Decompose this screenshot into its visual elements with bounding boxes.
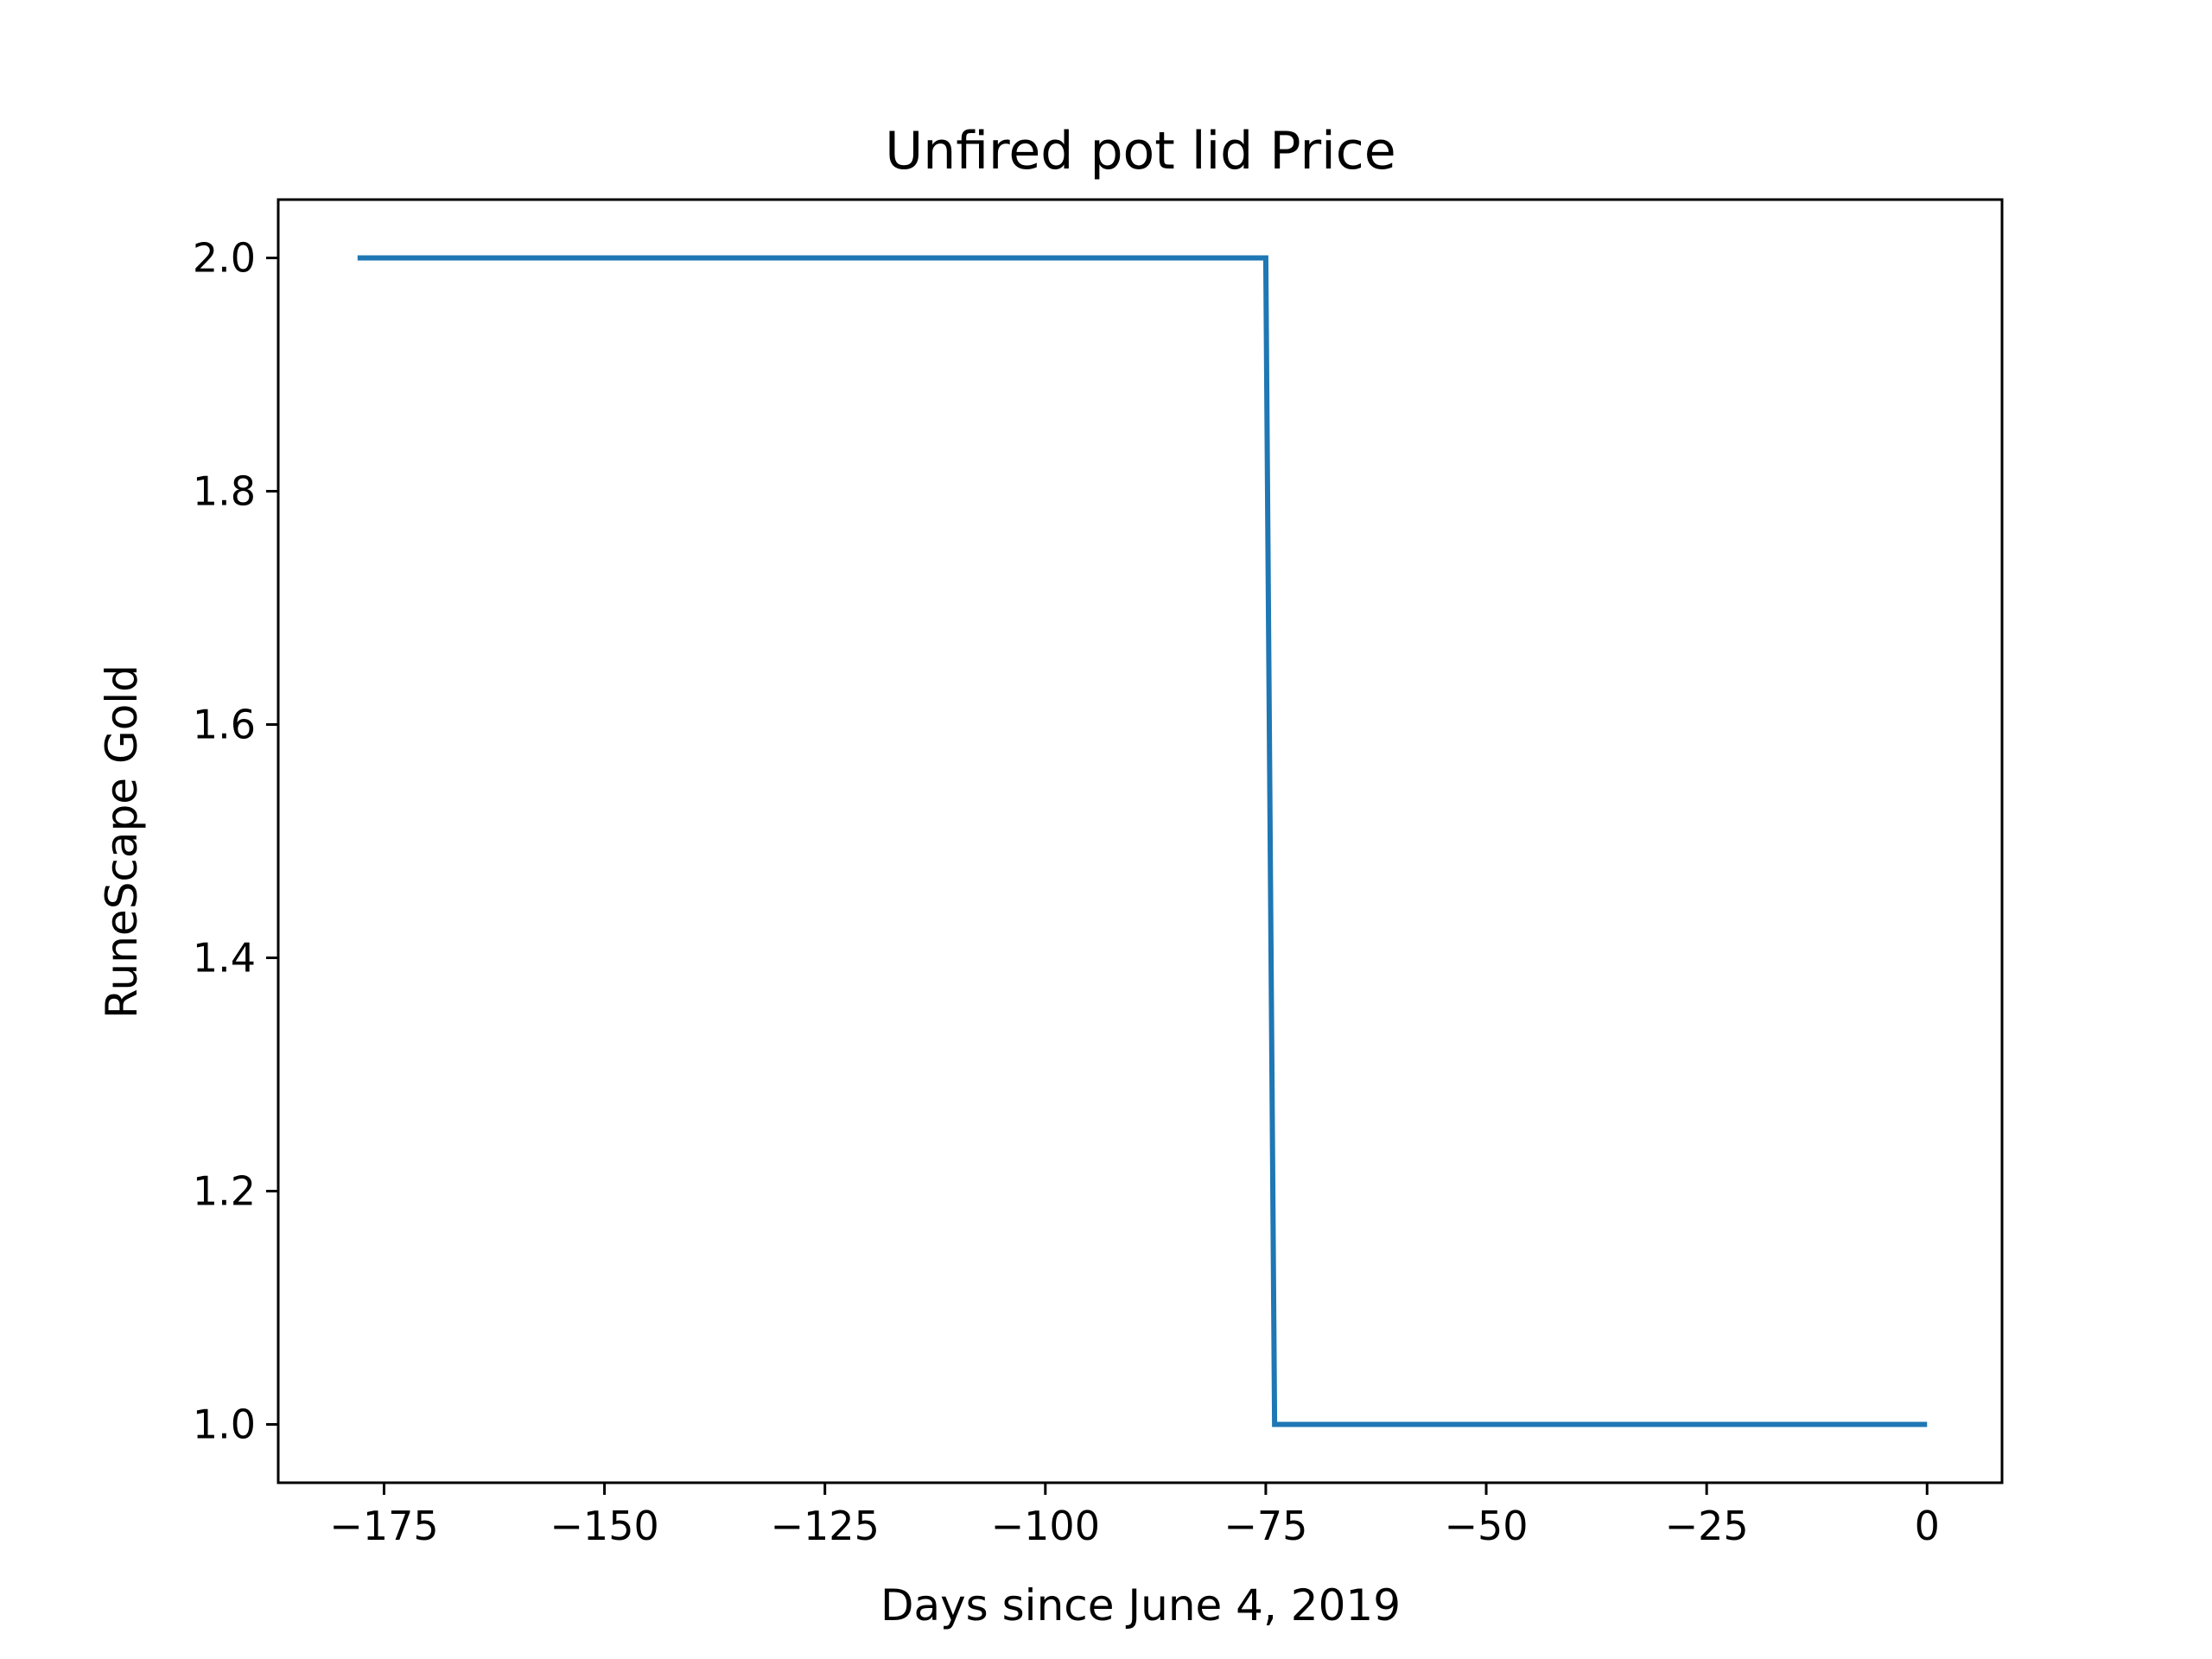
x-tick-label: −50 bbox=[1444, 1503, 1528, 1549]
y-tick-label: 1.4 bbox=[193, 935, 256, 982]
chart-title: Unfired pot lid Price bbox=[885, 121, 1395, 181]
x-tick-label: −100 bbox=[991, 1503, 1100, 1549]
series-line-0 bbox=[357, 255, 1928, 1427]
plot-area bbox=[357, 255, 1928, 1427]
y-tick-label: 2.0 bbox=[193, 235, 256, 282]
y-axis-label: RuneScape Gold bbox=[97, 664, 147, 1019]
y-tick-label: 1.6 bbox=[193, 702, 256, 748]
y-tick-label: 1.2 bbox=[193, 1168, 256, 1215]
x-tick-label: −25 bbox=[1665, 1503, 1749, 1549]
y-axis-ticks: 1.0 1.2 1.4 1.6 1.8 2.0 bbox=[193, 235, 278, 1448]
y-tick-label: 1.0 bbox=[193, 1402, 256, 1448]
x-tick-label: −125 bbox=[771, 1503, 880, 1549]
x-tick-label: −75 bbox=[1224, 1503, 1307, 1549]
y-tick-label: 1.8 bbox=[193, 468, 256, 515]
x-tick-label: −150 bbox=[550, 1503, 658, 1549]
x-tick-label: 0 bbox=[1915, 1503, 1940, 1549]
plot-frame bbox=[276, 198, 2004, 1484]
x-tick-label: −175 bbox=[329, 1503, 438, 1549]
x-axis-label: Days since June 4, 2019 bbox=[880, 1580, 1401, 1630]
x-axis-ticks: −175 −150 −125 −100 −75 −50 −25 0 bbox=[329, 1483, 1940, 1549]
